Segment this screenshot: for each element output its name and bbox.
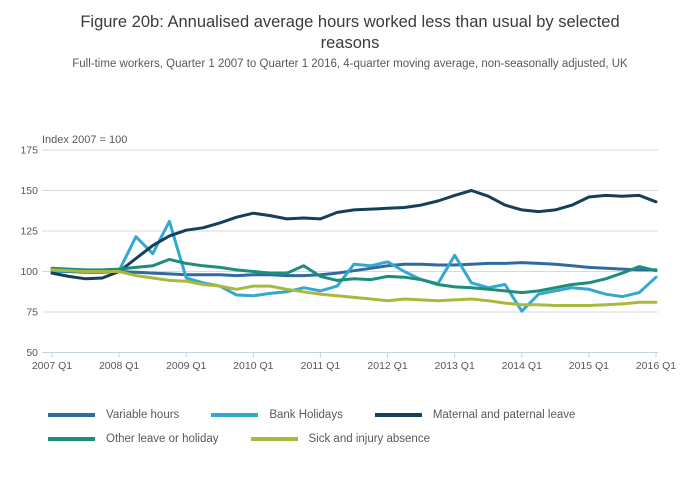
x-tick-label: 2015 Q1 bbox=[569, 360, 609, 372]
legend-row: Variable hours Bank Holidays Maternal and … bbox=[48, 408, 607, 422]
x-tick-label: 2014 Q1 bbox=[502, 360, 542, 372]
x-tick-label: 2013 Q1 bbox=[435, 360, 475, 372]
y-tick-label: 75 bbox=[26, 307, 38, 319]
series-line-maternal-and-paternal-leave bbox=[50, 189, 658, 281]
y-tick-label: 100 bbox=[20, 266, 38, 278]
legend-label-other-leave-or-holiday: Other leave or holiday bbox=[106, 433, 219, 445]
axis-note: Index 2007 = 100 bbox=[42, 134, 128, 146]
y-tick-label: 50 bbox=[26, 347, 38, 359]
legend-row: Other leave or holiday Sick and injury ab… bbox=[48, 432, 607, 446]
y-tick-label: 125 bbox=[20, 226, 38, 238]
x-tick-label: 2008 Q1 bbox=[99, 360, 139, 372]
chart-legend: Variable hours Bank Holidays Maternal and … bbox=[48, 408, 607, 446]
x-tick-label: 2007 Q1 bbox=[32, 360, 72, 372]
legend-label-variable-hours: Variable hours bbox=[106, 409, 180, 421]
y-tick-label: 150 bbox=[20, 185, 38, 197]
page-title: Figure 20b: Annualised average hours wor… bbox=[80, 13, 620, 53]
y-tick-label: 175 bbox=[20, 145, 38, 157]
x-tick-label: 2012 Q1 bbox=[367, 360, 407, 372]
x-tick-label: 2009 Q1 bbox=[166, 360, 206, 372]
legend-swatch-sick-and-injury-absence bbox=[250, 437, 298, 441]
legend-item-sick-and-injury-absence[interactable]: Sick and injury absence bbox=[250, 432, 430, 446]
legend-item-variable-hours[interactable]: Variable hours bbox=[48, 408, 179, 422]
legend-item-bank-holidays[interactable]: Bank Holidays bbox=[211, 408, 343, 422]
series-line-sick-and-injury-absence bbox=[50, 268, 658, 307]
legend-item-maternal-and-paternal-leave[interactable]: Maternal and paternal leave bbox=[374, 408, 576, 422]
x-tick-label: 2016 Q1 bbox=[636, 360, 676, 372]
legend-label-bank-holidays: Bank Holidays bbox=[269, 409, 343, 421]
series-line-bank-holidays bbox=[50, 219, 658, 313]
legend-swatch-other-leave-or-holiday bbox=[48, 437, 95, 441]
legend-swatch-bank-holidays bbox=[211, 413, 259, 417]
series-line-variable-hours bbox=[50, 261, 658, 278]
chart-subtitle: Full-time workers, Quarter 1 2007 to Qua… bbox=[72, 58, 628, 70]
x-tick-label: 2011 Q1 bbox=[301, 360, 341, 372]
legend-swatch-maternal-and-paternal-leave bbox=[374, 413, 422, 417]
x-tick-label: 2010 Q1 bbox=[233, 360, 273, 372]
legend-label-sick-and-injury-absence: Sick and injury absence bbox=[308, 433, 430, 445]
line-chart-canvas: 50 75 100 125 150 175 2007 Q1 2008 Q1 2009 Q1 201… bbox=[20, 145, 676, 373]
series-line-other-leave-or-holiday bbox=[50, 257, 658, 295]
legend-label-maternal-and-paternal-leave: Maternal and paternal leave bbox=[432, 409, 576, 421]
legend-item-other-leave-or-holiday[interactable]: Other leave or holiday bbox=[48, 432, 219, 446]
legend-swatch-variable-hours bbox=[48, 413, 95, 417]
